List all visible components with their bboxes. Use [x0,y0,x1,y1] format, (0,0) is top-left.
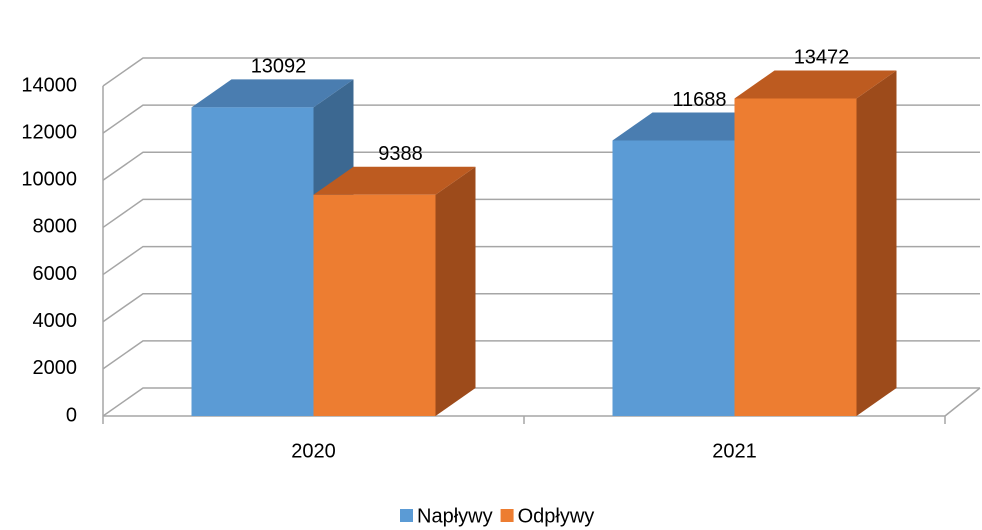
y-tick-label: 2000 [33,357,78,379]
bar-front [313,194,436,416]
legend-swatch [500,509,514,522]
bar-top [191,79,354,108]
bar [734,70,897,417]
data-label: 11688 [672,89,726,111]
data-label: 13092 [251,56,307,78]
y-tick-label: 14000 [21,74,77,96]
y-tick-label: 12000 [21,121,77,143]
legend-swatch [400,509,413,522]
bar-front [191,107,314,416]
grid-line [102,57,980,87]
bar-front [612,140,735,417]
bar-top [734,70,897,99]
y-tick-label: 8000 [33,216,78,238]
bar-front [734,98,857,417]
y-tick-label: 10000 [21,169,77,191]
y-tick-label: 6000 [33,263,78,285]
legend-label: Odpływy [518,505,595,527]
legend-label: Napływy [417,505,493,527]
data-label: 13472 [794,47,850,69]
bar-side [435,166,476,416]
y-tick-label: 4000 [33,310,78,332]
x-tick-label: 2020 [291,440,336,462]
grid-line [102,104,980,134]
bar-side [856,70,897,417]
bar-top [313,166,476,195]
x-tick-label: 2021 [712,440,757,462]
data-label: 9388 [378,143,423,165]
bar [313,166,476,416]
floor-edge [944,387,981,417]
bar-top [612,112,775,141]
y-tick-label: 0 [66,404,77,426]
